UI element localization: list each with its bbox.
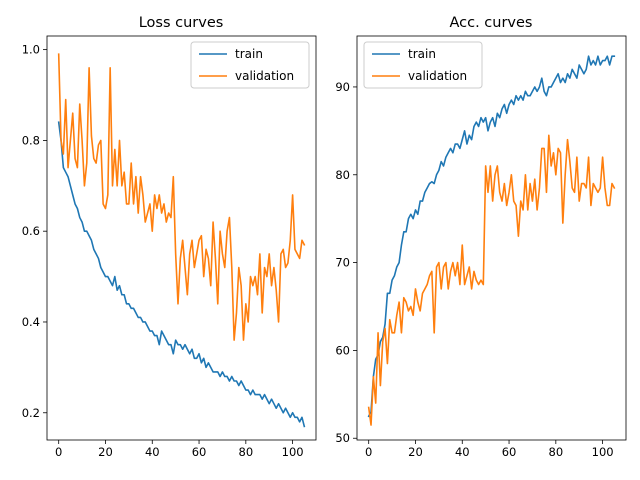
loss-chart-panel: Loss curves 0 20 40 60 80 100 0.2 0.4 0.6 0.8 1.0 t… — [22, 15, 317, 459]
acc-x-tick-label: 80 — [549, 445, 564, 459]
loss-series-train-line — [57, 121, 306, 428]
loss-x-tick-label: 40 — [145, 445, 160, 459]
loss-chart-title: Loss curves — [139, 15, 224, 31]
acc-chart-title: Acc. curves — [449, 15, 532, 31]
loss-y-tick-label: 0.6 — [22, 224, 40, 238]
acc-x-tick-label: 60 — [502, 445, 517, 459]
loss-legend-label-train: train — [235, 47, 263, 61]
loss-y-tick-label: 1.0 — [22, 43, 40, 57]
acc-x-tick-label: 20 — [408, 445, 423, 459]
acc-plot-frame — [356, 35, 627, 441]
loss-plot-frame — [46, 35, 317, 441]
acc-series-train-line — [367, 55, 616, 418]
acc-legend-label-train: train — [408, 47, 436, 61]
loss-y-tick-label: 0.2 — [22, 406, 40, 420]
loss-y-tick-label: 0.4 — [22, 315, 40, 329]
loss-x-tick-label: 80 — [239, 445, 254, 459]
loss-y-tick-label: 0.8 — [22, 133, 40, 147]
acc-y-tick-label: 80 — [335, 168, 350, 182]
acc-y-tick-label: 90 — [335, 80, 350, 94]
acc-y-tick-label: 60 — [335, 343, 350, 357]
acc-chart-panel: Acc. curves 0 20 40 60 80 100 50 60 70 80 90 train v… — [335, 15, 627, 459]
acc-x-tick-label: 100 — [592, 445, 614, 459]
loss-legend-label-validation: validation — [235, 69, 294, 83]
loss-series-validation-line — [57, 53, 306, 341]
acc-x-tick-label: 0 — [365, 445, 372, 459]
loss-x-tick-label: 0 — [55, 445, 62, 459]
acc-series-validation-line — [367, 134, 616, 426]
acc-legend-label-validation: validation — [408, 69, 467, 83]
loss-x-tick-label: 20 — [98, 445, 113, 459]
loss-legend: train validation — [190, 41, 310, 89]
loss-x-tick-label: 100 — [282, 445, 304, 459]
acc-x-tick-label: 40 — [455, 445, 470, 459]
acc-y-tick-label: 70 — [335, 256, 350, 270]
acc-legend: train validation — [363, 41, 483, 89]
loss-x-tick-label: 60 — [192, 445, 207, 459]
acc-y-tick-label: 50 — [335, 431, 350, 445]
